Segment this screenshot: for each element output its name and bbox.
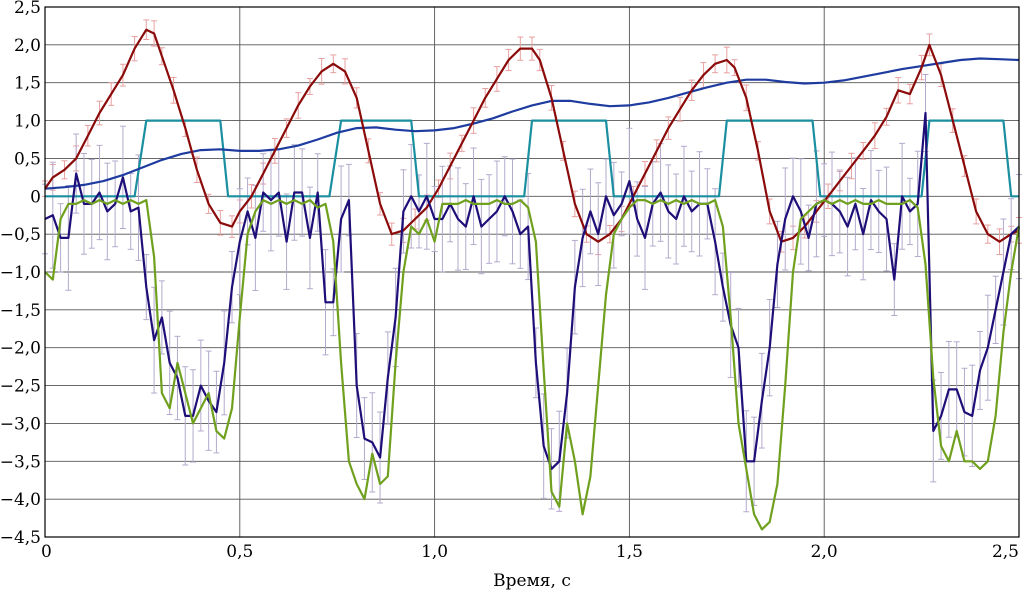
y-tick-label: −3,5 xyxy=(0,452,41,472)
y-tick-label: 0,5 xyxy=(14,149,41,169)
y-tick-label: 0 xyxy=(30,187,41,207)
x-axis-label: Время, с xyxy=(493,571,571,591)
y-tick-label: −1,5 xyxy=(0,301,41,321)
y-tick-label: 2,5 xyxy=(14,0,41,18)
x-tick-label: 2,0 xyxy=(811,542,838,562)
x-tick-label: 1,5 xyxy=(616,542,643,562)
x-tick-label: 0,5 xyxy=(226,542,253,562)
series-line-4 xyxy=(44,111,1020,470)
y-tick-label: 1,5 xyxy=(14,74,41,94)
y-tick-label: −4,0 xyxy=(0,490,41,510)
series-line-5 xyxy=(44,199,1021,531)
series-line-1 xyxy=(44,28,1020,243)
x-tick-label: 0 xyxy=(41,542,52,562)
x-tick-label: 2,5 xyxy=(992,542,1019,562)
series-line-3 xyxy=(45,119,1019,198)
error-bars xyxy=(42,19,1022,513)
y-tick-label: 1,0 xyxy=(14,112,41,132)
y-tick-label: −2,0 xyxy=(0,339,41,359)
series-line-2 xyxy=(44,57,1020,190)
y-tick-label: 2,0 xyxy=(14,36,41,56)
y-tick-label: −4,5 xyxy=(0,528,41,548)
y-tick-label: −2,5 xyxy=(0,377,41,397)
y-tick-label: −3,0 xyxy=(0,414,41,434)
x-tick-label: 1,0 xyxy=(421,542,448,562)
y-tick-label: −1,0 xyxy=(0,263,41,283)
series-lines xyxy=(44,28,1021,531)
grid xyxy=(44,6,1020,538)
x-tick-labels: 0 0,5 1,0 1,5 2,0 2,5 xyxy=(41,542,1019,562)
y-tick-labels: −4,5 −4,0 −3,5 −3,0 −2,5 −2,0 −1,5 −1,0 −0,5 0 0,5… xyxy=(0,0,41,548)
y-tick-label: −0,5 xyxy=(0,225,41,245)
plot-frame xyxy=(44,6,1020,538)
